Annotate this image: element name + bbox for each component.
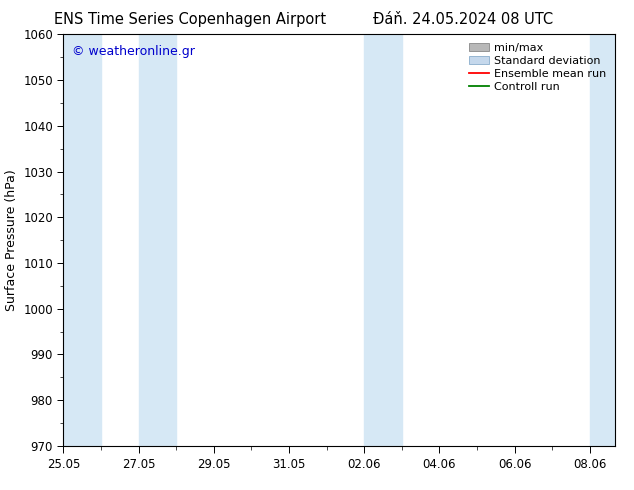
Y-axis label: Surface Pressure (hPa): Surface Pressure (hPa) [4, 169, 18, 311]
Text: © weatheronline.gr: © weatheronline.gr [72, 45, 195, 58]
Legend: min/max, Standard deviation, Ensemble mean run, Controll run: min/max, Standard deviation, Ensemble me… [466, 40, 609, 95]
Bar [590, 34, 615, 446]
Text: Đáň. 24.05.2024 08 UTC: Đáň. 24.05.2024 08 UTC [373, 12, 553, 27]
Bar [365, 34, 402, 446]
Text: ENS Time Series Copenhagen Airport: ENS Time Series Copenhagen Airport [54, 12, 327, 27]
Bar [139, 34, 176, 446]
Bar [63, 34, 101, 446]
